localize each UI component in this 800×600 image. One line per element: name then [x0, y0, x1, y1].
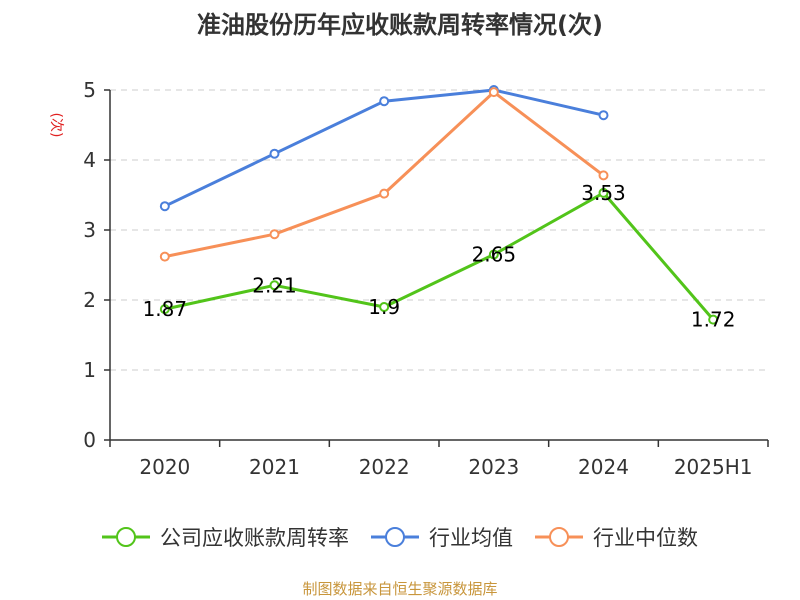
data-point [159, 201, 170, 212]
y-tick-label: 5 [83, 78, 96, 102]
data-point [379, 96, 390, 107]
legend-swatch-marker [385, 527, 405, 547]
data-point [269, 229, 280, 240]
data-label: 1.72 [691, 308, 736, 332]
source-note: 制图数据来自恒生聚源数据库 [302, 580, 497, 598]
x-tick-label: 2023 [468, 455, 519, 479]
legend: 公司应收账款周转率 行业均值 行业中位数 [102, 526, 698, 550]
legend-label: 公司应收账款周转率 [160, 526, 349, 550]
data-point [269, 280, 280, 291]
data-point [598, 110, 609, 121]
x-tick-label: 2024 [578, 455, 629, 479]
y-tick-label: 0 [83, 428, 96, 452]
y-tick-label: 2 [83, 288, 96, 312]
legend-label: 行业中位数 [593, 526, 698, 550]
x-tick-label: 2020 [139, 455, 190, 479]
data-label: 3.53 [581, 181, 626, 205]
grid [110, 89, 768, 371]
series-0 [159, 187, 719, 325]
axes: 0 1 2 3 4 5 2020 2021 2022 2023 2024 2025H1 [83, 78, 769, 479]
legend-item: 行业均值 [371, 526, 513, 550]
data-labels: 1.87 2.21 1.9 2.65 3.53 1.72 [143, 181, 736, 332]
data-label: 2.21 [252, 273, 297, 297]
x-tick-label: 2022 [359, 455, 410, 479]
y-tick-label: 1 [83, 358, 96, 382]
data-label: 1.87 [143, 297, 188, 321]
legend-item: 公司应收账款周转率 [102, 526, 349, 550]
legend-label: 行业均值 [429, 526, 513, 550]
y-tick-label: 3 [83, 218, 96, 242]
chart-title: 准油股份历年应收账款周转率情况(次) [197, 11, 603, 39]
series-line [164, 191, 715, 321]
data-label: 2.65 [472, 243, 517, 267]
data-label: 1.9 [368, 295, 400, 319]
legend-item: 行业中位数 [535, 526, 698, 550]
data-point [159, 304, 170, 315]
data-point [708, 314, 719, 325]
data-point [269, 148, 280, 159]
x-tick-label: 2025H1 [674, 455, 753, 479]
series-2 [159, 87, 609, 262]
y-axis-label: (次) [48, 113, 64, 138]
data-point [159, 251, 170, 262]
y-tick-label: 4 [83, 148, 96, 172]
series-layer [159, 85, 719, 325]
data-point [488, 249, 499, 260]
legend-swatch-marker [549, 527, 569, 547]
data-point [488, 87, 499, 98]
data-point [379, 302, 390, 312]
data-point [598, 170, 609, 181]
x-tick-label: 2021 [249, 455, 300, 479]
legend-swatch-marker [116, 527, 136, 547]
data-point [598, 187, 609, 198]
series-1 [159, 85, 609, 212]
data-point [379, 188, 390, 199]
